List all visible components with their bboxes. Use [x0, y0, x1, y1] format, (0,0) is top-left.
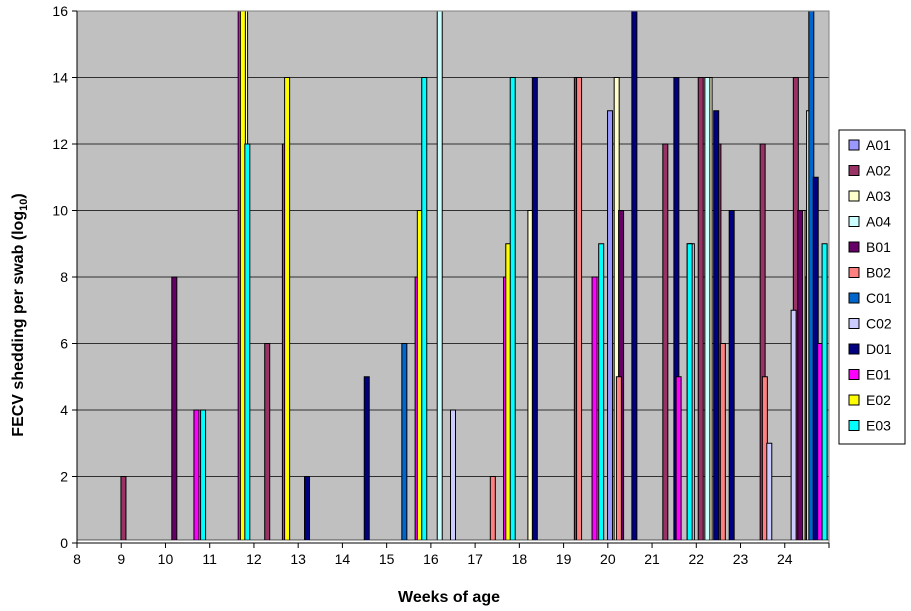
y-axis-title-end: )	[10, 193, 27, 198]
x-tick-label: 15	[379, 551, 395, 567]
bar	[509, 77, 516, 544]
legend-swatch	[848, 216, 860, 227]
bar	[489, 476, 496, 544]
x-tick-labels: 8 9 10 11 12 13 14 15 16 17 18 19 20 21 22 23 24	[73, 543, 830, 567]
x-tick-label: 13	[290, 551, 306, 567]
bar	[304, 476, 311, 544]
x-tick-label: 9	[117, 551, 125, 567]
bar	[598, 243, 605, 544]
x-tick-label: 17	[467, 551, 483, 567]
x-tick-label: 21	[644, 551, 660, 567]
legend-swatch	[848, 139, 860, 151]
bar	[607, 110, 614, 544]
x-axis-title: Weeks of age	[398, 589, 500, 606]
x-tick-label: 16	[423, 551, 439, 567]
x-tick-label: 11	[202, 551, 217, 567]
bar	[264, 343, 271, 544]
legend-box	[838, 129, 906, 445]
bar	[450, 409, 456, 544]
legend-label: E01	[866, 367, 891, 383]
y-tick-labels: 0 2 4 6 8 10 12 14 16	[52, 3, 77, 551]
bar	[790, 309, 797, 544]
bar	[244, 143, 251, 544]
y-tick-label: 12	[52, 136, 68, 152]
bar	[728, 210, 735, 544]
bar	[766, 442, 773, 544]
y-axis-title: FECV shedding per swab (log10)	[10, 193, 30, 436]
legend-swatch	[848, 369, 860, 380]
legend-swatch	[848, 190, 860, 202]
x-tick-label: 19	[556, 551, 572, 567]
x-tick-label: 12	[246, 551, 262, 567]
bar	[193, 409, 200, 544]
bar	[171, 276, 178, 544]
legend-label: A02	[866, 163, 891, 179]
y-tick-label: 2	[60, 469, 68, 485]
bar	[531, 77, 538, 544]
bar	[662, 143, 669, 544]
bar	[401, 343, 408, 544]
legend-label: B01	[866, 239, 891, 255]
legend-swatch	[848, 343, 860, 355]
legend-swatch	[848, 165, 860, 176]
bar	[436, 10, 443, 544]
bar	[821, 243, 828, 544]
legend: A01 A02 A03 A04 B01 B02 C01 C02 D01 E01 E02 E03	[838, 129, 906, 445]
legend-label: B02	[866, 265, 891, 281]
legend-label: E03	[866, 418, 891, 434]
y-axis-title-sub: 10	[18, 199, 30, 211]
legend-swatch	[848, 318, 860, 329]
y-tick-label: 4	[60, 402, 68, 418]
bar	[675, 376, 682, 544]
y-axis-title-group: FECV shedding per swab (log10)	[10, 193, 30, 436]
legend-label: C02	[866, 316, 892, 332]
x-tick-label: 8	[73, 551, 81, 567]
y-tick-label: 16	[52, 3, 68, 19]
legend-label: C01	[866, 290, 892, 306]
legend-swatch	[848, 267, 860, 278]
bar	[363, 376, 370, 544]
legend-swatch	[848, 241, 860, 253]
bar	[284, 77, 291, 544]
legend-label: E02	[866, 392, 891, 408]
bar	[200, 409, 207, 544]
bar	[120, 476, 127, 544]
x-tick-label: 24	[777, 551, 793, 567]
bar	[797, 210, 804, 544]
bar	[686, 243, 693, 544]
x-tick-label: 18	[512, 551, 528, 567]
y-tick-label: 0	[60, 535, 68, 551]
x-tick-label: 10	[158, 551, 174, 567]
y-tick-label: 14	[52, 70, 68, 86]
y-tick-label: 10	[52, 203, 68, 219]
y-tick-label: 8	[60, 269, 68, 285]
x-tick-label: 23	[733, 551, 749, 567]
legend-label: A04	[866, 214, 891, 230]
bar	[421, 77, 428, 544]
legend-swatch	[848, 394, 860, 406]
bar	[719, 343, 726, 544]
x-tick-label: 22	[689, 551, 705, 567]
x-tick-label: 14	[335, 551, 351, 567]
legend-swatch	[848, 420, 860, 431]
legend-label: A01	[866, 137, 891, 153]
bar	[713, 110, 720, 544]
legend-swatch	[848, 292, 860, 304]
y-axis-title-main: FECV shedding per swab (log	[10, 211, 27, 437]
bar	[631, 10, 638, 544]
legend-label: D01	[866, 341, 892, 357]
bar	[615, 376, 622, 544]
y-tick-label: 6	[60, 336, 68, 352]
bar	[704, 77, 711, 544]
bar	[697, 77, 704, 544]
bar	[576, 77, 583, 544]
bar	[591, 276, 598, 544]
legend-label: A03	[866, 188, 891, 204]
x-tick-label: 20	[600, 551, 616, 567]
